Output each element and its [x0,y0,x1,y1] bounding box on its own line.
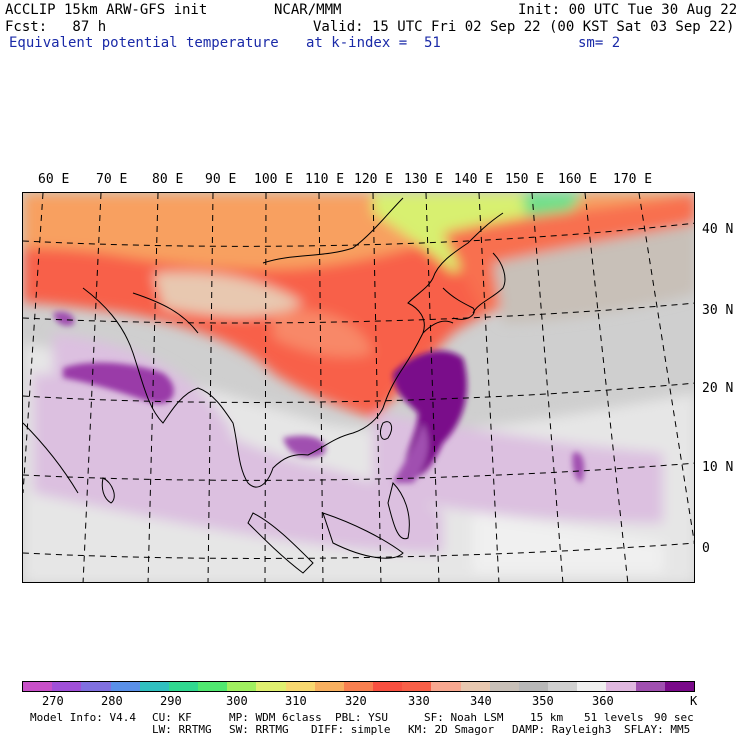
model-info-surface-layer: SFLAY: MM5 [624,723,691,736]
lon-label: 90 E [205,172,237,187]
colorbar-swatch [431,682,461,691]
model-info-longwave: LW: RRTMG [152,723,212,736]
graticule [23,193,694,582]
lon-label: 70 E [96,172,128,187]
colorbar-swatch [518,682,549,691]
colorbar-tick-label: 330 [408,694,430,708]
lon-label: 80 E [152,172,184,187]
colorbar [22,681,695,692]
map-canvas [23,193,694,582]
colorbar-unit: K [690,694,698,708]
field-shading [23,193,694,582]
model-info-microphysics: MP: WDM 6class [229,711,322,724]
lat-label: 10 N [702,460,734,475]
model-info-resolution: 15 km [530,711,564,724]
colorbar-swatch [81,682,111,691]
colorbar-swatch [606,682,636,691]
model-info-cumulus: CU: KF [152,711,192,724]
colorbar-swatch [168,682,199,691]
lon-label: 100 E [254,172,294,187]
colorbar-tick-label: 310 [285,694,307,708]
colorbar-tick-label: 280 [101,694,123,708]
colorbar-swatch [373,682,403,691]
colorbar-tick-label: 290 [160,694,182,708]
colorbar-swatch [577,682,607,691]
model-info-km: KM: 2D Smagor [408,723,495,736]
lat-label: 0 [702,541,710,556]
colorbar-tick-label: 270 [42,694,64,708]
init-time: Init: 00 UTC Tue 30 Aug 22 [518,2,738,18]
colorbar-swatch [489,682,519,691]
colorbar-swatch [285,682,315,691]
model-info-version: Model Info: V4.4 [30,711,136,724]
valid-time: Valid: 15 UTC Fri 02 Sep 22 (00 KST Sat … [313,19,735,35]
lon-label: 140 E [454,172,494,187]
colorbar-swatch [198,682,228,691]
colorbar-tick-label: 360 [592,694,614,708]
lon-label: 120 E [354,172,394,187]
model-info-pbl: PBL: YSU [335,711,388,724]
colorbar-swatch [314,682,344,691]
lat-label: 40 N [702,222,734,237]
model-info-diffusion: DIFF: simple [311,723,391,736]
colorbar-swatch [139,682,169,691]
field-name: Equivalent potential temperature [9,35,279,51]
colorbar-swatch [402,682,432,691]
lon-label: 160 E [558,172,598,187]
colorbar-swatch [227,682,257,691]
institution-label: NCAR/MMM [274,2,342,18]
model-info-levels: 51 levels [584,711,644,724]
lat-label: 20 N [702,381,734,396]
lon-label: 60 E [38,172,70,187]
lon-label: 170 E [613,172,653,187]
colorbar-tick-label: 300 [226,694,248,708]
smoothing-value: sm= 2 [578,35,621,51]
model-info-shortwave: SW: RRTMG [229,723,289,736]
lat-label: 30 N [702,303,734,318]
colorbar-swatch [343,682,374,691]
lon-label: 150 E [505,172,545,187]
forecast-hour: Fcst: 87 h [5,19,107,35]
colorbar-tick-label: 340 [470,694,492,708]
colorbar-swatch [460,682,490,691]
colorbar-swatch [548,682,578,691]
colorbar-swatch [256,682,286,691]
colorbar-swatch [110,682,140,691]
coastlines [23,197,506,574]
colorbar-swatch [635,682,665,691]
model-info-damping: DAMP: Rayleigh3 [512,723,612,736]
model-info-surface: SF: Noah LSM [424,711,504,724]
model-title: ACCLIP 15km ARW-GFS init [5,2,208,18]
theta-e-map [22,192,695,583]
model-info-timestep: 90 sec [654,711,694,724]
colorbar-swatch [664,682,694,691]
lon-label: 130 E [404,172,444,187]
colorbar-tick-label: 350 [532,694,554,708]
lon-label: 110 E [305,172,345,187]
colorbar-tick-label: 320 [345,694,367,708]
colorbar-swatch [23,682,53,691]
colorbar-swatch [52,682,82,691]
level-index: at k-index = 51 [306,35,441,51]
